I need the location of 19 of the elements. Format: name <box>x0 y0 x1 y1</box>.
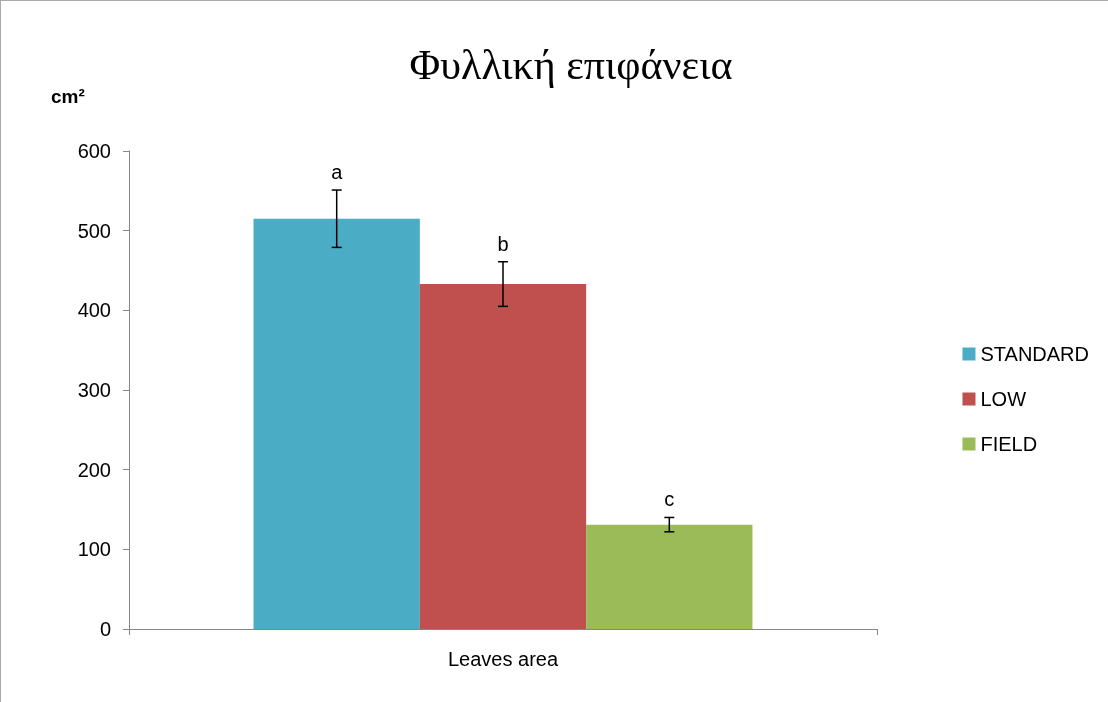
annotation: b <box>497 232 509 255</box>
bar <box>419 284 587 629</box>
y-tick-label: 400 <box>77 299 111 322</box>
y-tick-label: 100 <box>77 538 111 561</box>
y-tick-label: 0 <box>99 618 111 640</box>
chart-title: Φυλλική επιφάνεια <box>409 42 733 88</box>
annotation: a <box>331 161 344 184</box>
y-axis-title: cm² <box>51 86 85 107</box>
x-tick-label: Leaves area <box>447 648 559 670</box>
legend-label: FIELD <box>980 433 1038 455</box>
y-tick-label: 300 <box>77 379 111 401</box>
y-tick-label: 200 <box>77 458 111 481</box>
annotation: c <box>664 488 675 511</box>
bar <box>586 524 753 629</box>
legend-label: STANDARD <box>980 343 1090 365</box>
legend-label: LOW <box>980 388 1027 410</box>
y-tick-label: 500 <box>77 219 111 242</box>
bar <box>253 218 420 629</box>
y-tick-label: 600 <box>77 140 111 162</box>
